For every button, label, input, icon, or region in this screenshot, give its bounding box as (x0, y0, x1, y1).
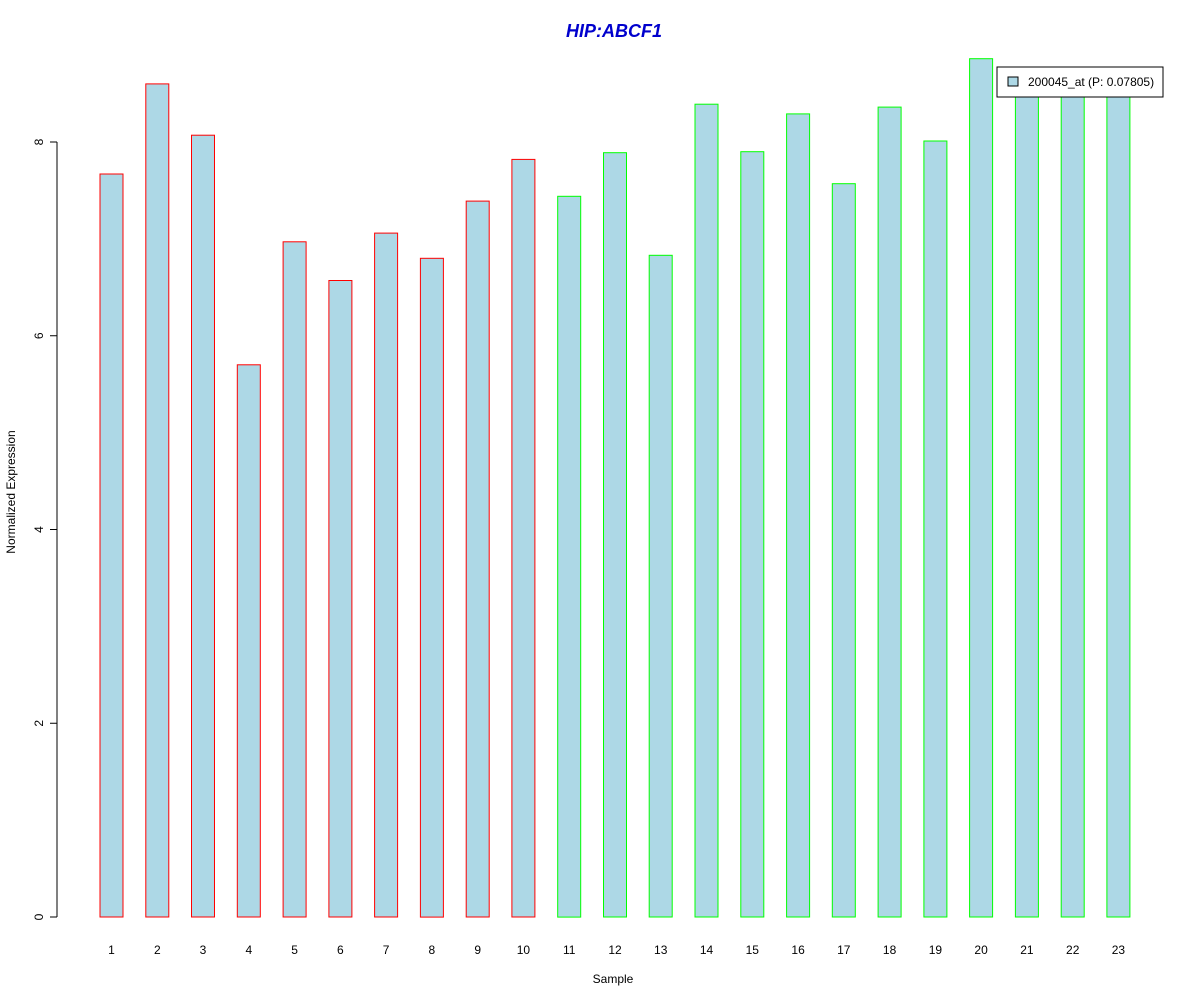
bar-sample-19 (923, 140, 948, 918)
y-tick-label: 8 (32, 138, 46, 145)
bar-sample-5 (282, 241, 307, 918)
bar-sample-13 (648, 254, 673, 918)
bar-sample-2 (145, 83, 170, 918)
x-tick-label: 8 (429, 943, 436, 957)
x-tick-label: 14 (700, 943, 714, 957)
y-tick-label: 2 (32, 720, 46, 727)
x-tick-label: 9 (474, 943, 481, 957)
x-tick-label: 20 (974, 943, 988, 957)
x-tick-label: 22 (1066, 943, 1080, 957)
x-tick-label: 10 (517, 943, 531, 957)
x-tick-label: 19 (929, 943, 943, 957)
bar-sample-7 (374, 232, 399, 918)
legend-swatch (1007, 76, 1019, 87)
bar-sample-11 (557, 195, 582, 918)
legend-label: 200045_at (P: 0.07805) (1028, 75, 1154, 89)
y-tick-label: 4 (32, 526, 46, 533)
bar-sample-15 (740, 151, 765, 918)
x-tick-label: 1 (108, 943, 115, 957)
x-tick-label: 2 (154, 943, 161, 957)
bar-sample-6 (328, 280, 353, 918)
x-tick-label: 12 (608, 943, 622, 957)
bar-sample-4 (236, 364, 261, 918)
legend-box (996, 66, 1164, 98)
y-axis-title: Normalized Expression (4, 430, 18, 553)
y-axis: 0 2 4 6 8 (32, 138, 58, 920)
bar-sample-23 (1106, 91, 1131, 918)
legend: 200045_at (P: 0.07805) (996, 66, 1164, 98)
y-tick-label: 6 (32, 332, 46, 339)
x-tick-label: 21 (1020, 943, 1034, 957)
x-tick-label: 6 (337, 943, 344, 957)
x-tick-label: 18 (883, 943, 897, 957)
x-tick-label: 16 (791, 943, 805, 957)
x-tick-label: 13 (654, 943, 668, 957)
bar-sample-21 (1014, 93, 1039, 918)
bar-sample-18 (877, 106, 902, 918)
bar-sample-22 (1060, 96, 1085, 918)
x-tick-label: 3 (200, 943, 207, 957)
bar-sample-14 (694, 103, 719, 918)
x-tick-label: 4 (245, 943, 252, 957)
bar-sample-16 (786, 113, 811, 918)
bar-sample-3 (191, 134, 215, 918)
x-tick-label: 5 (291, 943, 298, 957)
bar-sample-8 (419, 257, 444, 918)
bar-sample-12 (603, 152, 627, 918)
chart-title: HIP:ABCF1 (566, 21, 662, 41)
x-axis-title: Sample (593, 972, 634, 986)
bar-sample-9 (465, 200, 490, 918)
x-tick-label: 17 (837, 943, 851, 957)
bar-sample-17 (831, 183, 856, 918)
x-tick-labels: 1 2 3 4 5 6 7 8 9 10 11 12 13 14 15 16 17 18 19 20 21 22 23 (108, 943, 1125, 957)
x-tick-label: 11 (563, 943, 576, 957)
x-tick-label: 7 (383, 943, 390, 957)
x-tick-label: 23 (1112, 943, 1126, 957)
bars (99, 58, 1131, 918)
y-tick-label: 0 (32, 913, 46, 920)
bar-sample-1 (99, 173, 124, 918)
bar-sample-20 (969, 58, 994, 918)
bar-sample-10 (511, 158, 536, 918)
x-tick-label: 15 (746, 943, 760, 957)
